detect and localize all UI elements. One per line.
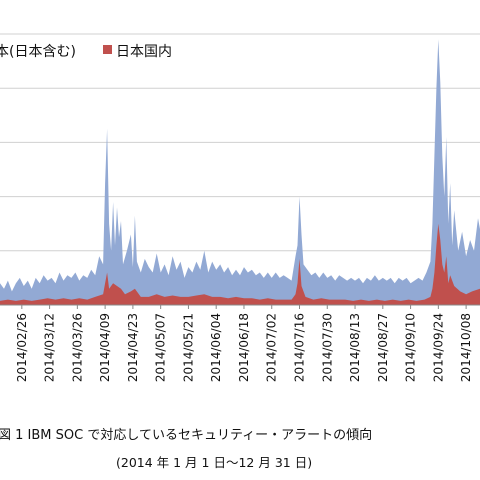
x-tick-label: 2014/06/18	[237, 313, 251, 382]
figure-caption: 図 1 IBM SOC で対応しているセキュリティー・アラートの傾向	[0, 428, 373, 443]
legend: 本(日本含む) 日本国内	[0, 44, 172, 60]
x-tick-label: 2014/07/02	[265, 313, 279, 382]
x-tick-label: 2014/05/07	[154, 313, 168, 382]
x-tick-label: 2014/03/12	[43, 313, 57, 382]
x-tick-label: 2014/09/10	[404, 313, 418, 382]
series-area-japan	[0, 223, 480, 305]
x-tick-label: 2014/03/26	[70, 313, 84, 382]
x-tick-label: 2014/02/26	[15, 313, 29, 382]
x-tick-label: 2014/04/09	[98, 313, 112, 382]
x-tick-label: 2014/08/27	[376, 313, 390, 382]
x-tick-label: 2014/05/21	[181, 313, 195, 382]
x-tick-label: 2014/10/08	[459, 313, 473, 382]
series-area-worldwide	[0, 39, 480, 306]
x-axis: 2014/02/26 2014/03/12 2014/03/26 2014/04/09…	[0, 304, 480, 382]
series-areas	[0, 39, 480, 306]
x-tick-label: 2014/08/13	[348, 313, 362, 382]
legend-label-worldwide: 本(日本含む)	[0, 44, 76, 60]
gridlines	[0, 33, 480, 252]
legend-swatch-japan	[103, 45, 112, 54]
x-tick-label: 2014/09/24	[431, 313, 445, 382]
x-tick-label: 2014/06/04	[209, 313, 223, 382]
figure-caption-period: (2014 年 1 月 1 日～12 月 31 日)	[116, 455, 313, 470]
x-tick-label: 2014/07/16	[293, 313, 307, 382]
x-tick-label: 2014/07/30	[320, 313, 334, 382]
x-tick-label: 2014/04/23	[126, 313, 140, 382]
legend-label-japan: 日本国内	[116, 44, 172, 60]
